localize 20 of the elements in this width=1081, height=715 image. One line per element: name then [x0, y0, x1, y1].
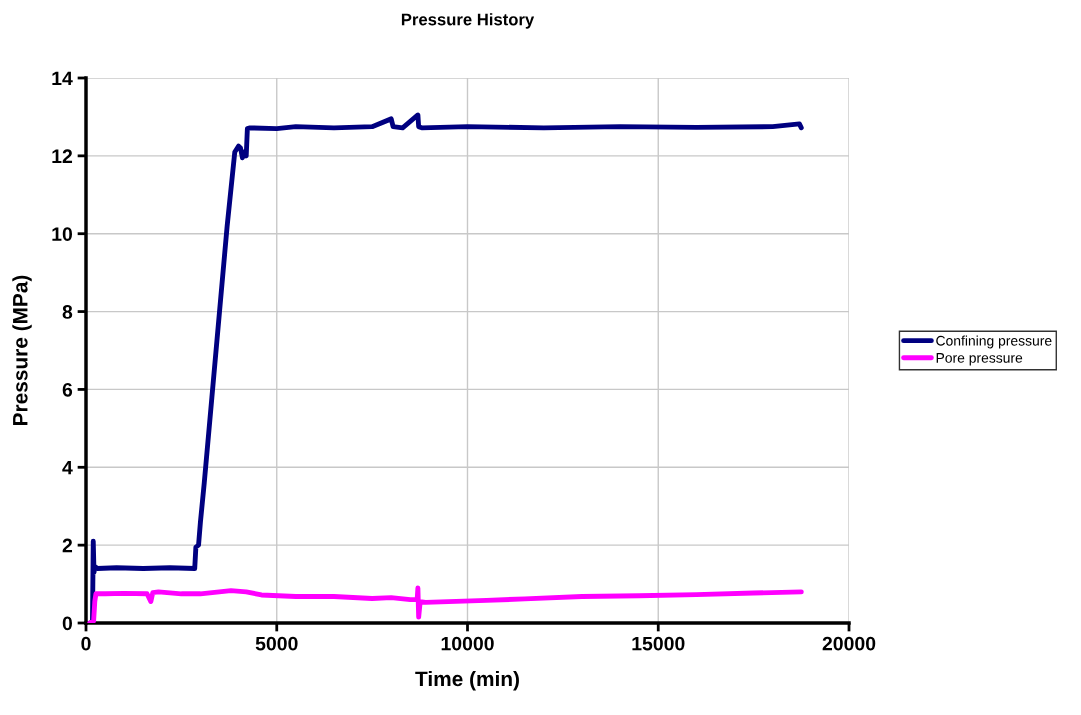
x-tick-label: 10000 [441, 636, 494, 651]
x-tick-label: 5000 [255, 636, 298, 651]
x-axis-title: Time (min) [415, 670, 519, 691]
y-tick-label: 8 [62, 305, 73, 319]
line-series [88, 112, 804, 623]
y-axis-title: Pressure (MPa) [12, 275, 32, 425]
x-tick-label: 15000 [632, 636, 685, 651]
x-tick-label: 20000 [822, 636, 876, 651]
y-tick-label: 14 [52, 71, 73, 86]
y-tick-label: 4 [62, 460, 73, 475]
line-series [87, 585, 804, 623]
chart-title: Pressure History [401, 13, 535, 29]
x-tick-label: 0 [81, 636, 91, 651]
legend-label: Confining pressure [936, 335, 1052, 349]
y-tick-label: 10 [52, 227, 73, 241]
y-tick-label: 2 [62, 538, 73, 553]
legend-label: Pore pressure [936, 353, 1023, 366]
y-tick-label: 12 [52, 149, 73, 163]
y-tick-label: 6 [62, 382, 73, 397]
y-tick-label: 0 [62, 616, 73, 631]
